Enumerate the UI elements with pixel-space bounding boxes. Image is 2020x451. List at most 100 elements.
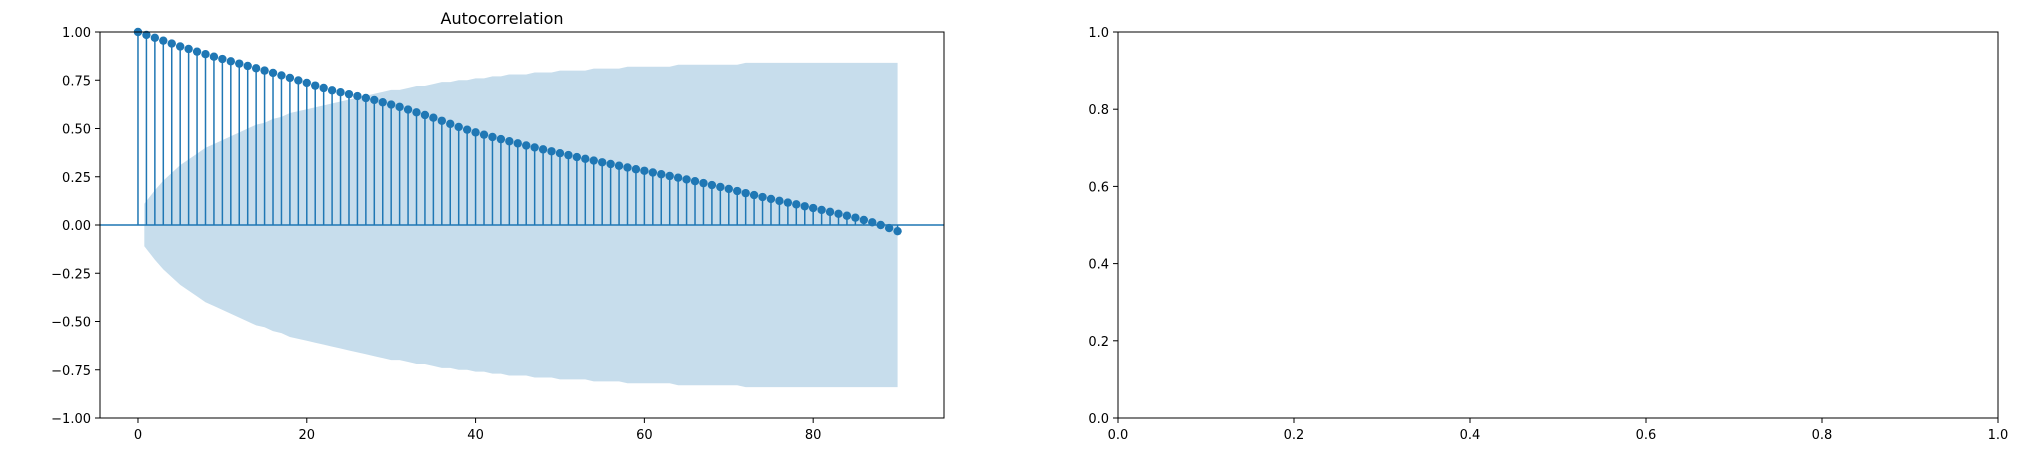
empty-x-axis: 0.0 0.2 0.4 0.6 0.8 1.0 [1108, 418, 2008, 443]
acf-point [285, 73, 295, 83]
acf-point [808, 203, 818, 213]
x-tick-label: 0.6 [1636, 428, 1657, 443]
acf-point [564, 150, 573, 160]
acf-point [184, 44, 193, 54]
acf-point [522, 141, 531, 150]
y-tick-label: 0.0 [1088, 412, 1109, 427]
x-tick-label: 40 [467, 428, 484, 443]
acf-point [294, 76, 303, 85]
acf-point [690, 176, 700, 186]
x-tick-label: 0.4 [1460, 428, 1481, 443]
acf-point [159, 36, 168, 45]
acf-point [378, 98, 387, 107]
acf-point [834, 209, 843, 219]
acf-point [471, 128, 480, 137]
acf-point [420, 110, 430, 120]
x-tick-label: 20 [299, 428, 316, 443]
acf-point [682, 175, 691, 184]
acf-point [640, 166, 649, 175]
y-tick-label: 0.8 [1088, 103, 1109, 118]
acf-point [792, 200, 801, 209]
x-tick-label: 0 [134, 428, 142, 443]
acf-point [446, 119, 455, 129]
acf-point [851, 213, 860, 222]
y-tick-label: −0.25 [51, 267, 91, 282]
x-tick-label: 60 [636, 428, 653, 443]
acf-point [884, 223, 894, 233]
empty-y-axis: 0.0 0.2 0.4 0.6 0.8 1.0 [1088, 26, 1118, 427]
acf-point [268, 68, 278, 78]
acf-point [437, 116, 447, 125]
axes-frame [1117, 31, 1999, 419]
acf-point [859, 215, 869, 225]
acf-point [783, 198, 793, 207]
acf-point [150, 33, 160, 42]
acf-title: Autocorrelation [441, 9, 564, 28]
acf-point [597, 158, 607, 167]
acf-point [370, 95, 379, 105]
acf-markers [133, 27, 902, 236]
acf-point [648, 168, 658, 177]
y-tick-label: 0.25 [62, 171, 91, 186]
acf-plot: Autocorrelation 0 20 40 60 80 −1.00 −0.75 −0.5… [51, 9, 945, 443]
x-tick-label: 0.0 [1108, 428, 1129, 443]
acf-point [581, 154, 590, 164]
acf-point [614, 161, 624, 170]
acf-x-axis: 0 20 40 60 80 [134, 418, 822, 443]
acf-point [496, 134, 506, 144]
acf-point [302, 78, 311, 88]
acf-point [513, 139, 522, 148]
acf-stems [137, 32, 899, 232]
acf-point [395, 102, 404, 112]
acf-point [893, 226, 902, 236]
acf-point [403, 105, 413, 114]
acf-point [488, 132, 497, 142]
acf-point [361, 93, 371, 103]
acf-point [657, 170, 666, 179]
acf-point [555, 149, 565, 158]
acf-point [707, 180, 717, 190]
acf-point [623, 163, 632, 172]
acf-point [699, 178, 708, 188]
acf-point [758, 192, 767, 202]
acf-point [817, 205, 826, 215]
acf-point [336, 88, 345, 97]
acf-point [665, 171, 674, 181]
acf-point [175, 42, 185, 51]
x-tick-label: 80 [805, 428, 822, 443]
x-tick-label: 0.8 [1812, 428, 1833, 443]
acf-point [868, 218, 877, 227]
acf-point [386, 100, 396, 109]
acf-point [724, 184, 733, 194]
y-tick-label: 1.00 [62, 26, 91, 41]
acf-point [673, 173, 683, 182]
acf-point [800, 202, 809, 211]
acf-point [547, 147, 556, 156]
acf-point [876, 220, 885, 230]
acf-point [353, 91, 362, 101]
acf-point [260, 66, 269, 75]
acf-point [344, 89, 354, 99]
acf-point [749, 190, 759, 200]
y-tick-label: 0.75 [62, 74, 91, 89]
acf-point [530, 143, 539, 152]
y-tick-label: 0.6 [1088, 180, 1109, 195]
acf-point [167, 39, 176, 48]
acf-point [825, 207, 835, 217]
y-tick-label: 0.4 [1088, 258, 1109, 273]
x-tick-label: 0.2 [1284, 428, 1305, 443]
acf-point [235, 59, 244, 68]
acf-point [741, 188, 750, 198]
y-tick-label: −1.00 [51, 412, 91, 427]
acf-point [538, 145, 548, 154]
y-tick-label: 0.00 [62, 219, 91, 234]
acf-point [631, 165, 641, 174]
acf-point [716, 182, 725, 192]
y-tick-label: 1.0 [1088, 26, 1109, 41]
acf-point [775, 196, 784, 206]
acf-point [572, 152, 582, 162]
acf-point [142, 30, 151, 40]
acf-point [209, 52, 219, 61]
acf-point [606, 159, 615, 169]
